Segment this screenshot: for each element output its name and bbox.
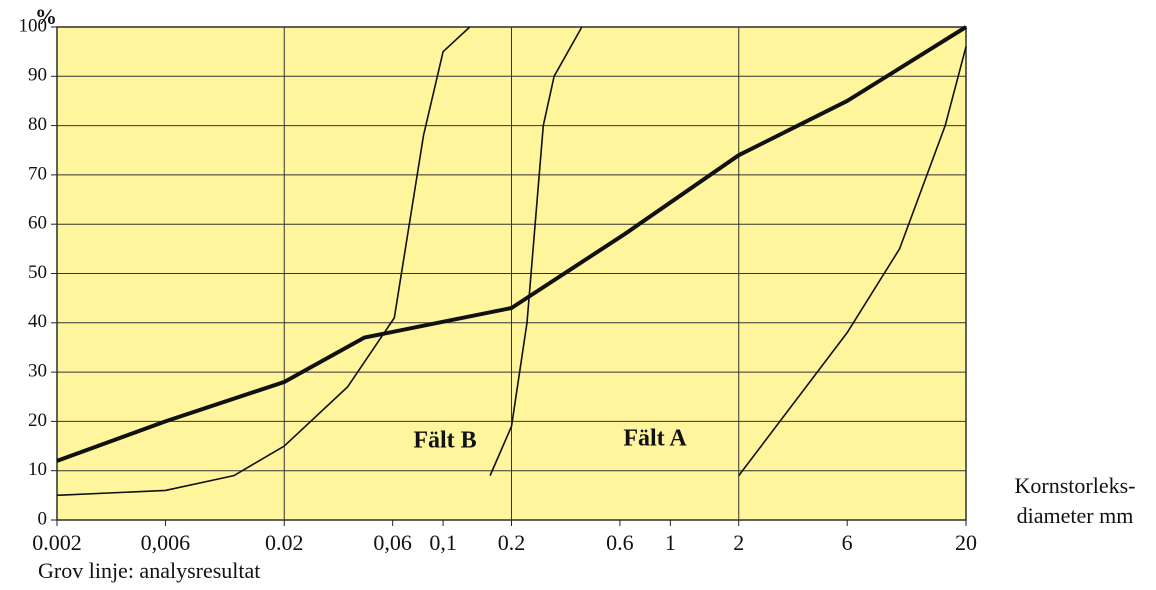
y-tick-label: 60 bbox=[28, 213, 47, 234]
x-tick-label: 0.2 bbox=[498, 530, 526, 555]
x-tick-label: 6 bbox=[842, 530, 853, 555]
x-tick-label: 20 bbox=[955, 530, 977, 555]
x-tick-label: 0.002 bbox=[32, 530, 82, 555]
x-tick-label: 0,06 bbox=[373, 530, 412, 555]
y-tick-label: 80 bbox=[28, 114, 47, 135]
x-tick-label: 0,1 bbox=[429, 530, 457, 555]
x-tick-label: 0.6 bbox=[606, 530, 634, 555]
y-tick-label: 90 bbox=[28, 65, 47, 86]
x-tick-label: 2 bbox=[733, 530, 744, 555]
x-tick-label: 1 bbox=[665, 530, 676, 555]
data-line bbox=[56, 26, 471, 497]
y-tick-label: 50 bbox=[28, 262, 47, 283]
y-tick-label: 100 bbox=[19, 15, 48, 36]
data-line bbox=[489, 26, 583, 476]
note: Grov linje: analysresultat bbox=[38, 558, 260, 583]
y-tick-label: 40 bbox=[28, 311, 47, 332]
y-tick-label: 20 bbox=[28, 410, 47, 431]
y-tick-label: 10 bbox=[28, 459, 47, 480]
x-axis-label: diameter mm bbox=[1017, 503, 1134, 528]
x-tick-label: 0,006 bbox=[141, 530, 191, 555]
y-tick-label: 70 bbox=[28, 163, 47, 184]
annotation: Fält A bbox=[623, 426, 687, 452]
data-line bbox=[56, 25, 968, 463]
x-tick-label: 0.02 bbox=[265, 530, 304, 555]
annotation: Fält B bbox=[413, 428, 476, 454]
y-tick-label: 0 bbox=[38, 508, 48, 529]
y-axis-label: % bbox=[35, 4, 57, 29]
y-tick-label: 30 bbox=[28, 360, 47, 381]
data-line bbox=[738, 46, 967, 477]
x-axis-label: Kornstorleks- bbox=[1015, 473, 1136, 498]
